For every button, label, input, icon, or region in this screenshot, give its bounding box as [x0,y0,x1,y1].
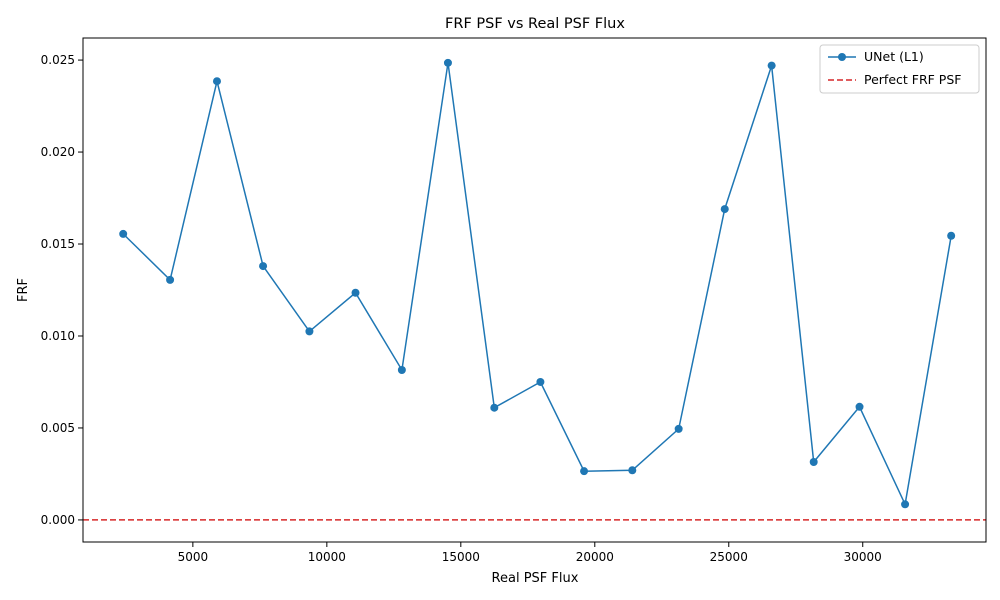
data-point [305,327,314,336]
data-point [443,58,452,67]
data-point [855,402,864,411]
y-tick-label: 0.025 [41,53,75,67]
data-point [720,205,729,214]
y-tick-label: 0.020 [41,145,75,159]
data-point [351,288,360,297]
data-point [628,466,637,475]
data-point [947,231,956,240]
data-point [901,500,910,509]
data-point [674,424,683,433]
data-point [119,229,128,238]
data-point [580,467,589,476]
y-axis-label: FRF [16,278,31,302]
data-point [490,403,499,412]
x-tick-label: 25000 [710,550,748,564]
x-tick-label: 10000 [308,550,346,564]
plot-area [83,38,986,542]
y-tick-label: 0.000 [41,513,75,527]
data-point [212,77,221,86]
y-tick-label: 0.010 [41,329,75,343]
x-tick-label: 15000 [442,550,480,564]
x-axis-label: Real PSF Flux [492,571,579,586]
y-tick-label: 0.005 [41,421,75,435]
legend-marker-unet [838,53,846,61]
data-point [166,275,175,284]
legend-label-unet: UNet (L1) [864,49,924,64]
x-tick-label: 5000 [178,550,209,564]
x-axis: 5000 10000 15000 20000 25000 30000 [178,542,882,564]
plot-frame [82,37,987,543]
x-tick-label: 20000 [576,550,614,564]
data-point [536,377,545,386]
data-point [259,262,268,271]
y-axis: 0.000 0.005 0.010 0.015 0.020 0.025 [41,53,83,527]
data-point [767,61,776,70]
data-point [397,366,406,375]
data-point [809,457,818,466]
series-layer [119,58,956,509]
chart-title: FRF PSF vs Real PSF Flux [445,16,625,32]
y-tick-label: 0.015 [41,237,75,251]
legend: UNet (L1) Perfect FRF PSF [819,44,980,94]
legend-label-perfect: Perfect FRF PSF [864,72,961,87]
legend-box [819,44,980,94]
x-tick-label: 30000 [844,550,882,564]
